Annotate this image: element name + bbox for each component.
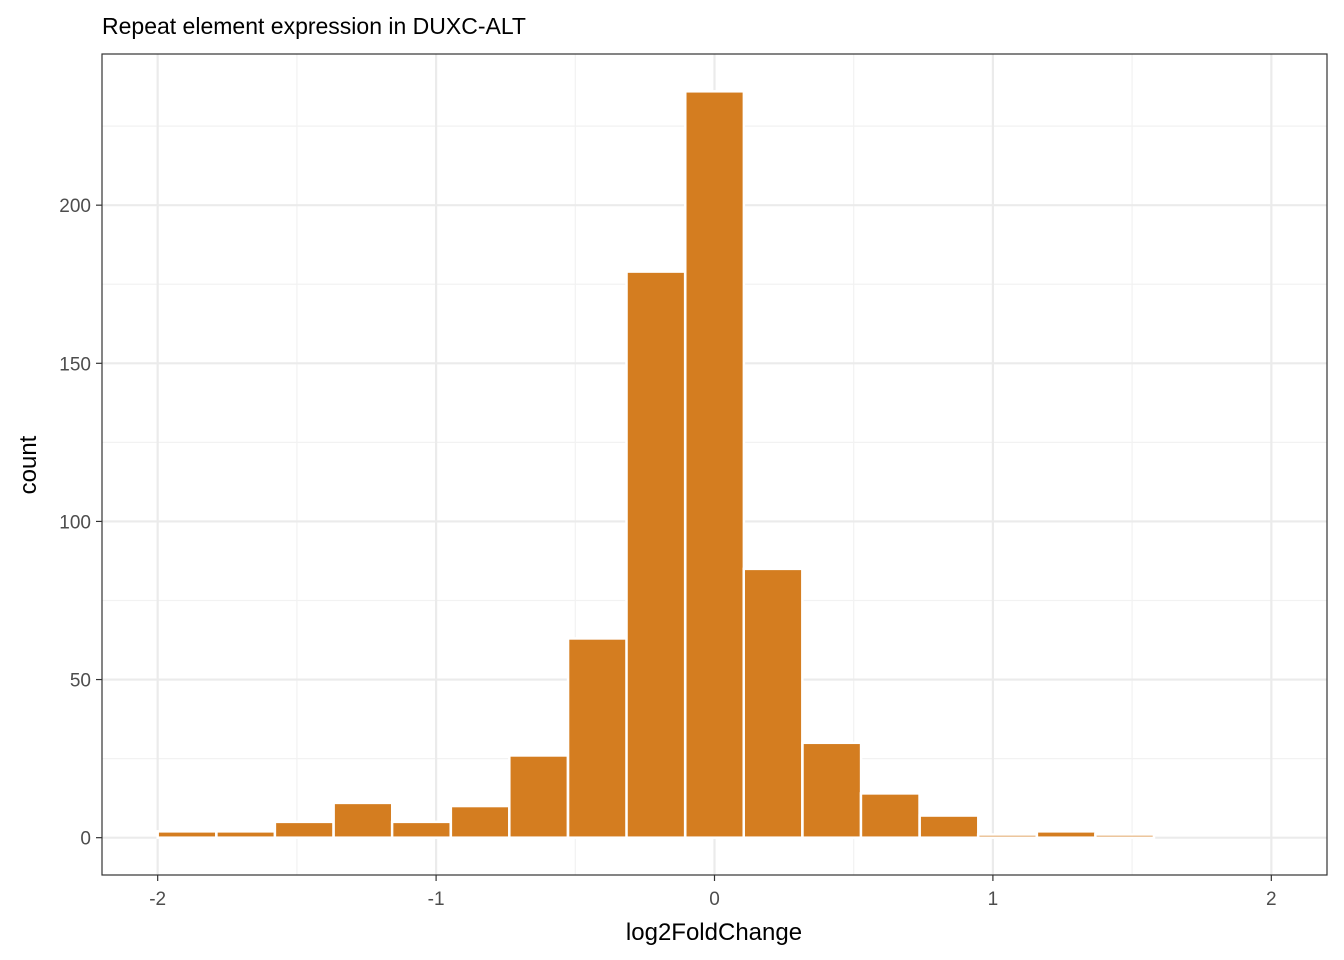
x-tick-label: -2	[149, 889, 166, 910]
histogram-bar	[156, 830, 218, 839]
x-axis-title: log2FoldChange	[626, 919, 802, 946]
histogram-bar	[742, 567, 804, 839]
y-tick-label: 50	[70, 671, 91, 692]
chart-title: Repeat element expression in DUXC-ALT	[102, 13, 526, 39]
histogram-bar	[332, 801, 394, 839]
histogram-bar	[390, 820, 452, 839]
histogram-bar	[215, 830, 277, 839]
histogram-bar	[918, 814, 980, 839]
histogram-bar	[1094, 833, 1156, 839]
x-tick-label: 1	[988, 889, 999, 910]
y-tick-label: 0	[80, 829, 91, 850]
histogram-bar	[625, 270, 687, 839]
y-tick-label: 150	[59, 354, 91, 375]
histogram-bar	[859, 792, 921, 839]
histogram-bar	[684, 90, 746, 839]
histogram-bar	[1035, 830, 1097, 839]
x-tick-label: -1	[428, 889, 445, 910]
histogram-bars	[156, 90, 1156, 839]
y-axis-title: count	[15, 435, 42, 494]
histogram-bar	[449, 804, 511, 839]
histogram-bar	[801, 741, 863, 839]
x-tick-label: 0	[709, 889, 720, 910]
y-axis: 0 50 100 150 200	[59, 196, 102, 850]
y-tick-label: 200	[59, 196, 91, 217]
histogram-bar	[273, 820, 335, 839]
x-tick-label: 2	[1266, 889, 1277, 910]
histogram-bar	[508, 754, 570, 839]
x-axis: -2 -1 0 1 2	[149, 875, 1277, 910]
y-tick-label: 100	[59, 512, 91, 533]
histogram-bar	[976, 833, 1039, 839]
histogram-bar	[566, 637, 628, 839]
